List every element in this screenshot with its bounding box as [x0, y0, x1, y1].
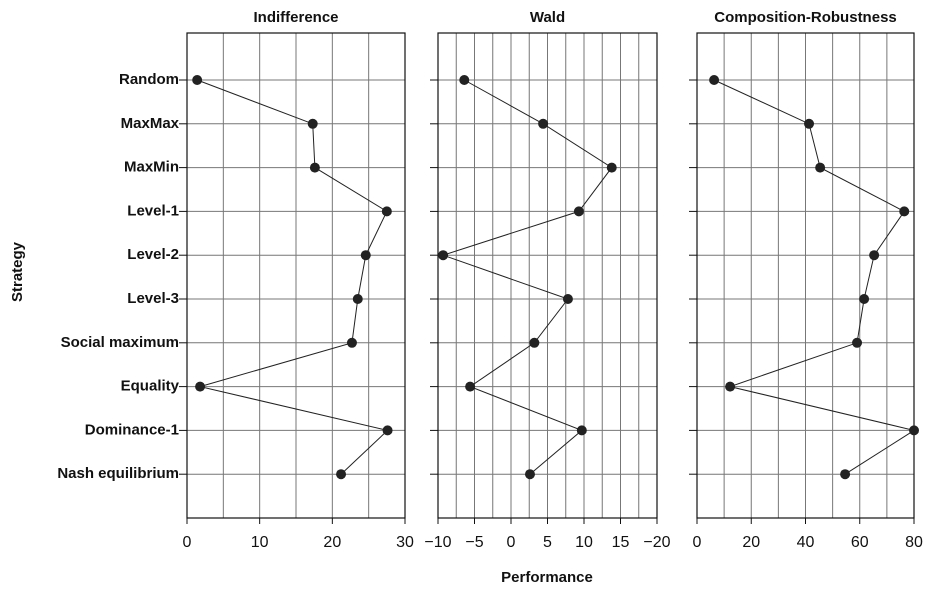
data-point	[538, 118, 549, 129]
y-tick-label: MaxMax	[121, 115, 180, 132]
data-point	[859, 294, 870, 304]
data-point	[195, 381, 206, 392]
data-point	[840, 469, 851, 480]
data-point	[576, 425, 587, 436]
x-tick-label: 20	[742, 534, 760, 551]
y-tick-label: Level-1	[127, 202, 179, 219]
data-point	[438, 250, 449, 261]
data-point	[899, 206, 910, 217]
data-point	[459, 75, 470, 85]
data-point	[336, 469, 347, 480]
x-tick-label: −20	[643, 534, 670, 551]
data-point	[852, 337, 863, 348]
series-line	[441, 79, 613, 475]
x-tick-label: 0	[507, 534, 516, 551]
data-point	[381, 206, 392, 217]
data-point	[346, 337, 357, 348]
x-tick-label: 0	[693, 534, 702, 551]
data-point	[725, 381, 736, 392]
panel-title: Wald	[530, 9, 565, 26]
y-tick-label: Random	[119, 71, 179, 88]
panel-frame	[437, 32, 658, 519]
x-tick-label: 40	[797, 534, 815, 551]
data-point	[815, 162, 826, 173]
y-tick-label: Dominance-1	[85, 421, 179, 438]
x-tick-label: 30	[396, 534, 414, 551]
data-point	[309, 162, 320, 173]
x-tick-label: 0	[183, 534, 192, 551]
y-tick-label: MaxMin	[124, 159, 179, 176]
y-tick-label: Nash equilibrium	[57, 465, 179, 482]
data-point	[465, 381, 476, 392]
data-point	[192, 75, 203, 85]
data-point	[529, 337, 540, 348]
data-point	[573, 206, 584, 217]
x-tick-label: −10	[424, 534, 451, 551]
data-point	[382, 425, 393, 436]
x-tick-label: 80	[905, 534, 923, 551]
x-tick-label: 10	[251, 534, 269, 551]
x-tick-label: 10	[575, 534, 593, 551]
x-tick-label: 5	[543, 534, 552, 551]
y-tick-label: Level-3	[127, 290, 179, 307]
y-tick-label: Level-2	[127, 246, 179, 263]
x-tick-label: −5	[465, 534, 483, 551]
panel-title: Indifference	[253, 9, 338, 26]
series-line	[196, 79, 389, 475]
data-point	[869, 250, 880, 261]
data-point	[524, 469, 535, 480]
data-point	[606, 162, 617, 173]
panel-frame	[696, 32, 915, 519]
y-tick-label: Social maximum	[61, 334, 179, 351]
x-axis-label: Performance	[501, 569, 593, 586]
panel-frame	[186, 32, 406, 519]
data-point	[709, 75, 720, 85]
data-point	[804, 118, 815, 129]
data-point	[352, 294, 363, 304]
data-point	[562, 294, 573, 304]
series-line	[713, 79, 916, 475]
data-point	[909, 425, 919, 436]
x-tick-label: 20	[323, 534, 341, 551]
data-point	[360, 250, 371, 261]
data-point	[307, 118, 318, 129]
x-tick-label: 15	[612, 534, 630, 551]
panel-title: Composition-Robustness	[714, 9, 897, 26]
x-tick-label: 60	[851, 534, 869, 551]
y-tick-label: Equality	[121, 378, 180, 395]
y-axis-label: Strategy	[9, 241, 26, 302]
